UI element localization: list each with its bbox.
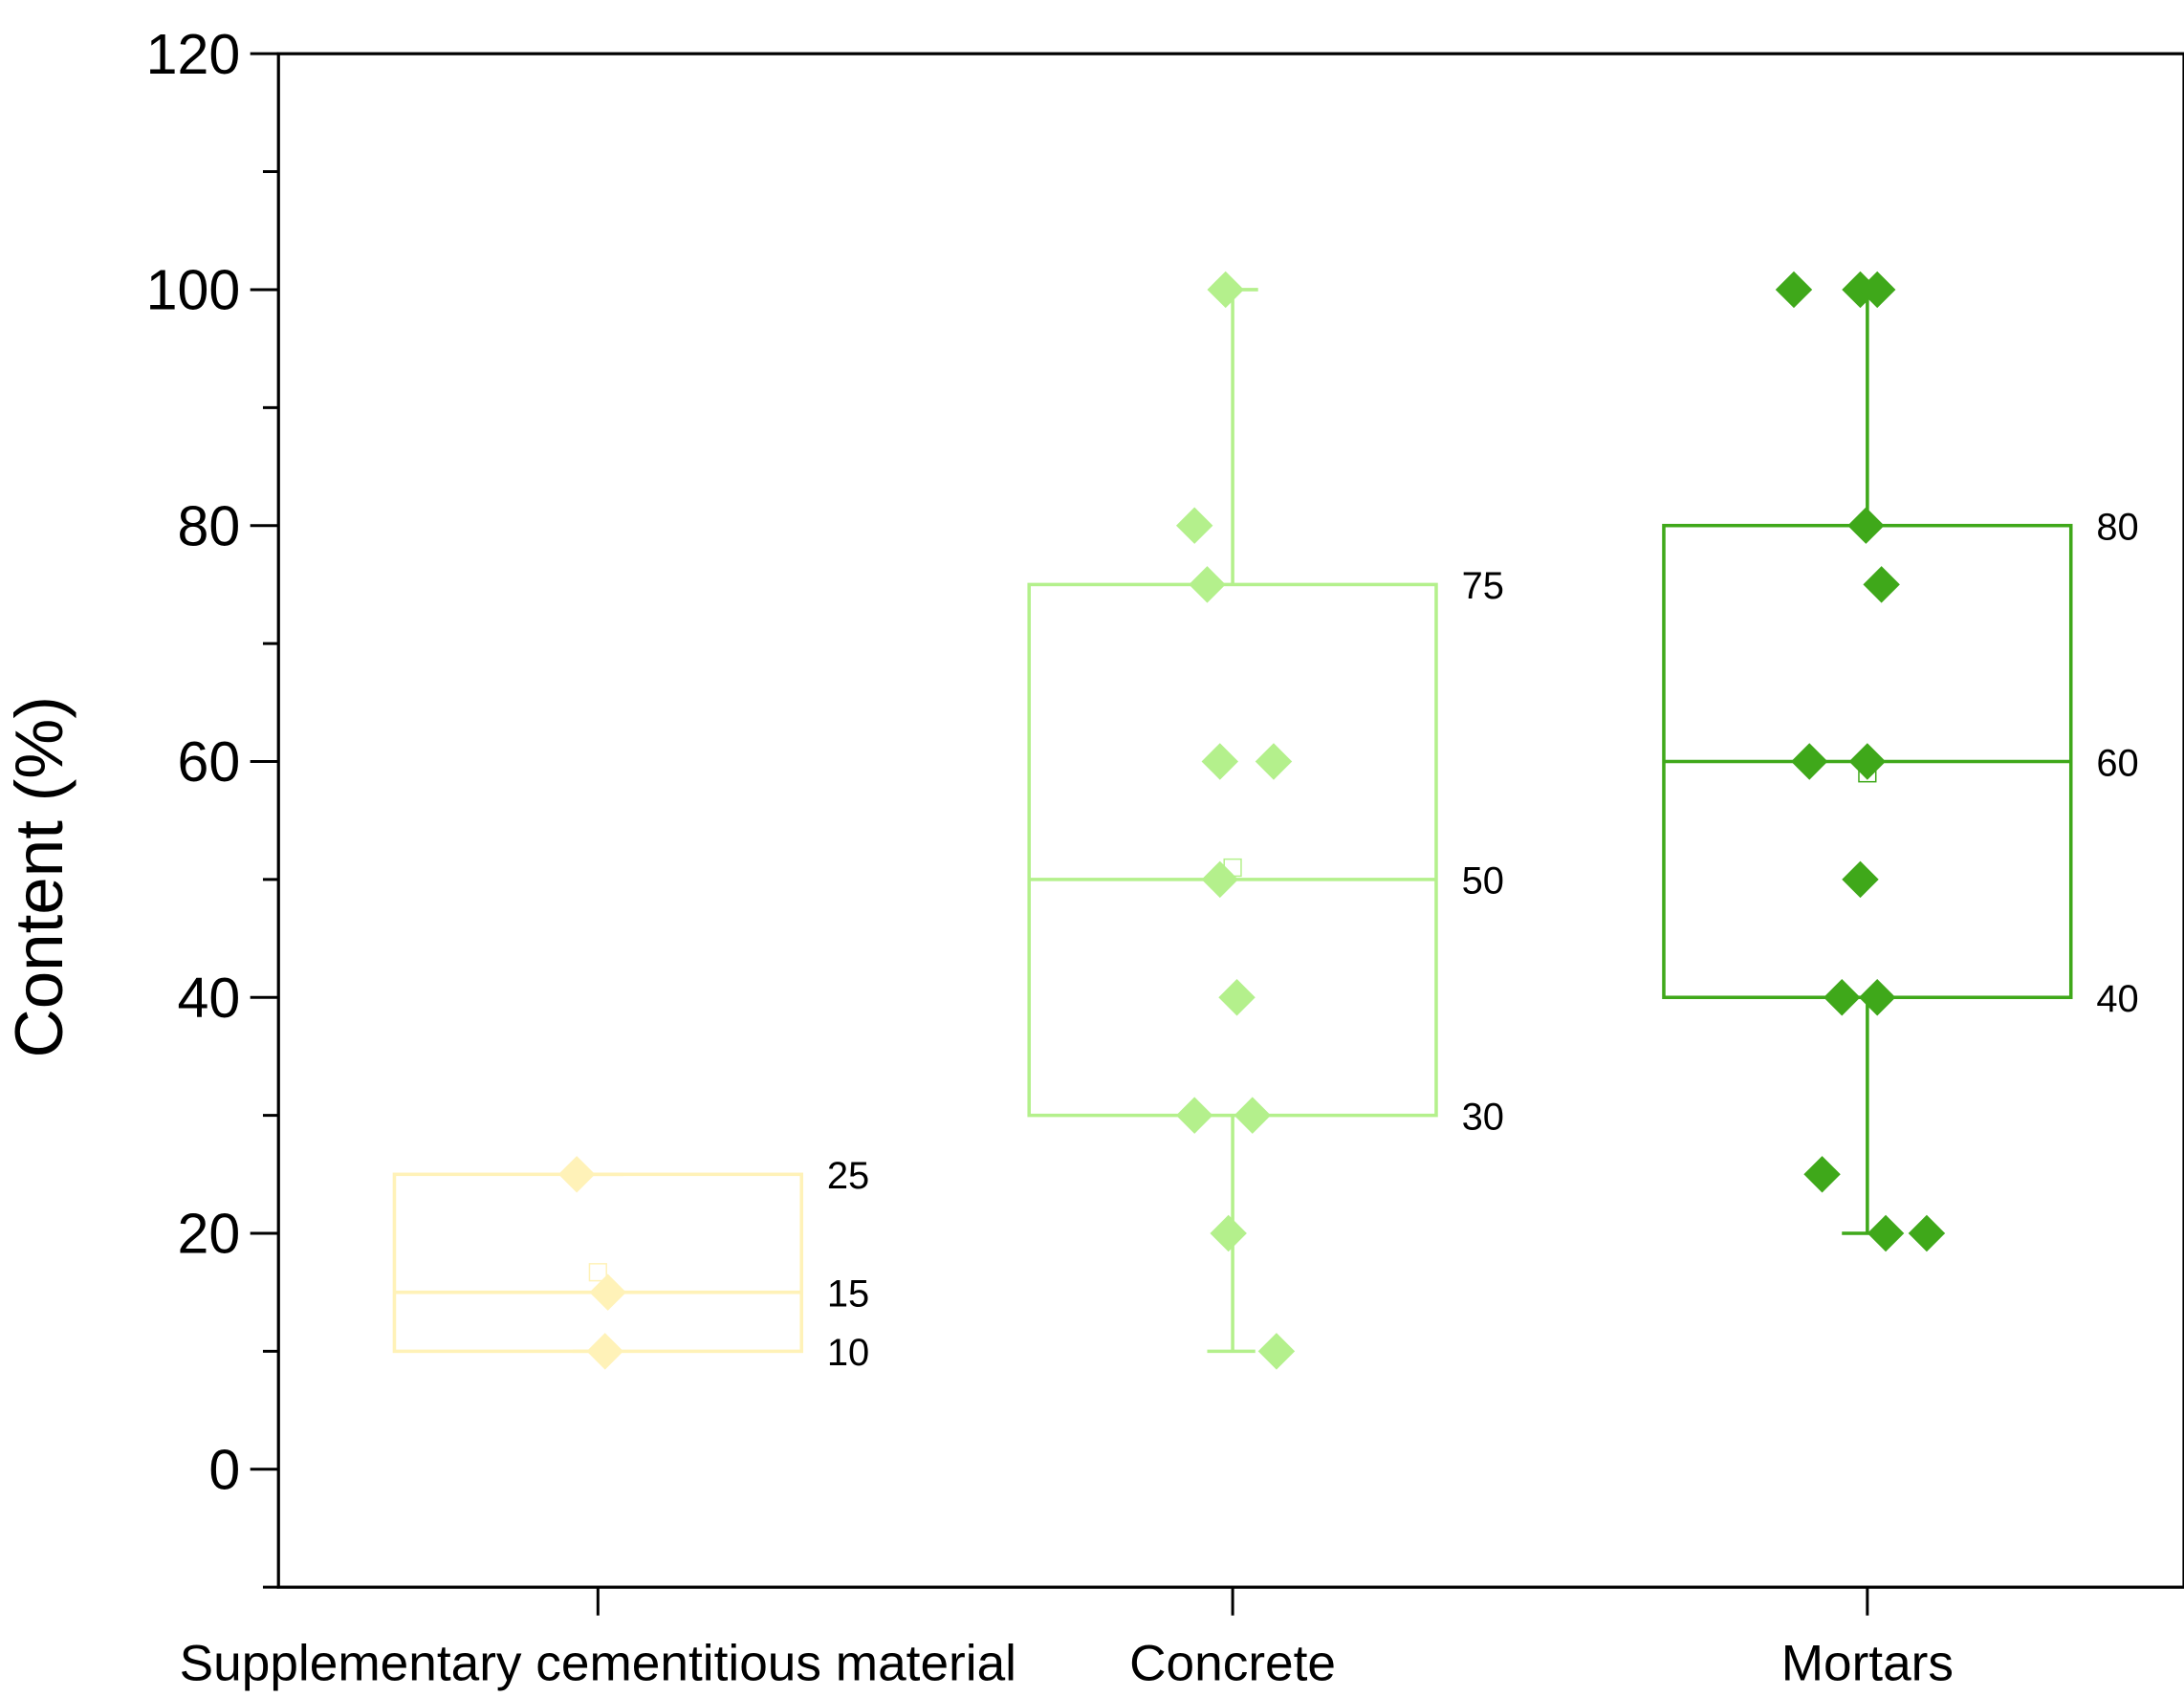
box-value-label-q1: 40 <box>2096 978 2138 1020</box>
y-axis: 0 20 40 60 80 100 120 <box>146 22 279 1589</box>
data-point <box>1848 743 1887 780</box>
box-value-label-q3: 25 <box>827 1155 869 1197</box>
data-point <box>1201 860 1239 899</box>
data-point <box>557 1156 596 1193</box>
data-point <box>1775 271 1813 309</box>
box-0: 25 15 10 <box>392 1155 869 1374</box>
box-value-label-q1: 10 <box>827 1332 869 1374</box>
y-tick-label: 120 <box>146 22 241 86</box>
data-point <box>1824 979 1861 1016</box>
data-point <box>1234 1097 1272 1134</box>
x-axis: Supplementary cementitious material Concr… <box>180 1587 1954 1692</box>
x-category-label: Concrete <box>1129 1636 1336 1692</box>
y-tick-label: 40 <box>178 966 241 1030</box>
data-point <box>1858 979 1896 1016</box>
y-tick-label: 100 <box>146 258 241 322</box>
data-point <box>1189 566 1226 603</box>
data-point <box>1867 1214 1905 1252</box>
x-category-label: Supplementary cementitious material <box>180 1636 1016 1692</box>
data-point <box>1908 1214 1946 1252</box>
y-tick-label: 80 <box>178 493 241 557</box>
x-category-label: Mortars <box>1781 1636 1954 1692</box>
box-series: 25 15 10 75 50 30 80 60 40 <box>392 271 2139 1374</box>
data-point <box>1803 1156 1841 1193</box>
y-axis-title: Content (%) <box>2 696 77 1057</box>
mean-marker <box>588 1263 607 1282</box>
box-1: 75 50 30 <box>1027 271 1504 1370</box>
box-value-label-q3: 75 <box>1462 565 1504 607</box>
data-point <box>1207 271 1244 309</box>
iqr-box <box>392 1172 803 1354</box>
data-point <box>1201 743 1239 780</box>
iqr-box <box>1027 582 1438 1118</box>
box-value-label-median: 50 <box>1462 860 1504 903</box>
data-point <box>1255 743 1293 780</box>
data-point <box>1218 979 1256 1016</box>
data-point <box>1847 507 1885 544</box>
box-2: 80 60 40 <box>1662 271 2139 1252</box>
data-point <box>1842 860 1879 899</box>
data-point <box>1175 1097 1213 1134</box>
data-point <box>589 1273 626 1311</box>
box-value-label-median: 60 <box>2096 742 2138 784</box>
data-point <box>586 1333 623 1370</box>
y-tick-label: 0 <box>208 1437 240 1501</box>
data-point <box>1858 271 1896 309</box>
box-value-label-q1: 30 <box>1462 1096 1504 1138</box>
data-point <box>1210 1214 1247 1252</box>
box-value-label-q3: 80 <box>2096 506 2138 548</box>
y-tick-label: 20 <box>178 1202 241 1266</box>
y-tick-label: 60 <box>178 729 241 794</box>
data-point <box>1257 1333 1296 1370</box>
data-point <box>1175 507 1213 544</box>
data-point <box>1791 743 1828 780</box>
data-point <box>1863 566 1900 603</box>
box-value-label-median: 15 <box>827 1273 869 1315</box>
